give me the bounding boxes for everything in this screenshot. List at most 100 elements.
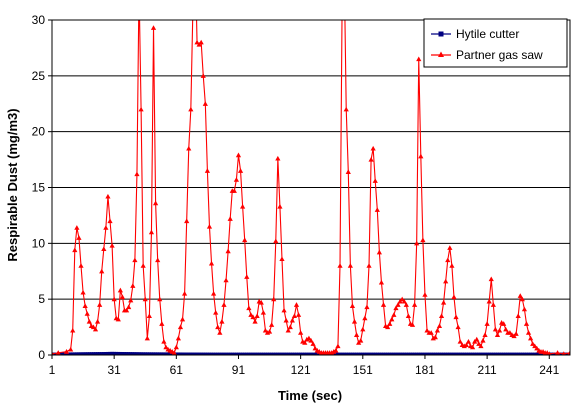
point-partner-161	[395, 302, 401, 307]
point-hytile-62	[178, 352, 183, 355]
point-hytile-224	[514, 352, 518, 355]
point-partner-87	[242, 237, 248, 243]
point-partner-101	[271, 296, 277, 302]
point-partner-138	[347, 263, 353, 268]
point-hytile-200	[464, 352, 469, 355]
point-hytile-127	[313, 352, 317, 355]
point-hytile-218	[501, 352, 506, 355]
point-hytile-119	[296, 352, 301, 355]
point-partner-73	[213, 309, 219, 315]
point-hytile-204	[472, 352, 477, 355]
point-hytile-192	[448, 352, 452, 355]
point-partner-121	[312, 345, 318, 351]
point-hytile-84	[224, 352, 228, 355]
point-hytile-129	[317, 352, 322, 355]
point-partner-166	[405, 313, 411, 318]
point-hytile-106	[269, 352, 274, 355]
point-partner-37	[138, 106, 144, 112]
point-partner-207	[490, 302, 496, 307]
point-partner-181	[436, 323, 443, 329]
point-hytile-154	[369, 352, 373, 355]
point-partner-188	[451, 294, 457, 300]
point-hytile-102	[261, 352, 266, 355]
point-hytile-5	[60, 352, 65, 355]
point-hytile-30	[112, 351, 116, 355]
point-hytile-13	[77, 352, 81, 355]
point-hytile-111	[280, 352, 284, 355]
point-partner-14	[90, 324, 97, 330]
point-hytile-161	[383, 352, 388, 355]
point-hytile-164	[390, 352, 394, 355]
point-hytile-120	[298, 352, 303, 355]
point-hytile-175	[412, 352, 417, 355]
point-hytile-86	[228, 352, 232, 355]
point-hytile-162	[385, 352, 390, 355]
point-hytile-53	[160, 352, 164, 355]
point-hytile-186	[435, 352, 440, 355]
point-partner-4	[70, 327, 76, 333]
point-partner-66	[198, 39, 204, 45]
point-hytile-233	[532, 352, 537, 355]
point-partner-10	[82, 303, 88, 308]
point-hytile-55	[164, 352, 168, 355]
point-hytile-11	[72, 352, 77, 355]
point-partner-82	[231, 188, 237, 193]
point-partner-226	[530, 341, 536, 346]
point-hytile-225	[516, 352, 520, 355]
point-hytile-112	[282, 352, 286, 355]
point-partner-49	[163, 344, 169, 350]
point-partner-195	[465, 339, 472, 344]
point-hytile-27	[106, 351, 110, 355]
point-partner-42	[148, 229, 155, 235]
point-hytile-68	[191, 352, 195, 355]
legend-label-hytile: Hytile cutter	[456, 27, 519, 41]
point-hytile-83	[222, 352, 226, 355]
y-tick-label-15: 15	[32, 181, 46, 195]
point-partner-95	[258, 299, 264, 305]
point-partner-179	[432, 334, 438, 340]
point-hytile-108	[273, 352, 278, 355]
point-partner-218	[513, 331, 519, 336]
point-partner-2	[63, 349, 70, 354]
point-hytile-126	[311, 352, 315, 355]
point-partner-236	[561, 351, 566, 355]
point-partner-54	[173, 344, 179, 350]
point-partner-69	[204, 168, 210, 173]
y-tick-label-25: 25	[32, 69, 46, 83]
point-partner-27	[117, 287, 123, 293]
point-hytile-63	[180, 352, 185, 355]
point-partner-103	[275, 155, 281, 161]
point-hytile-56	[166, 352, 170, 355]
point-partner-110	[289, 317, 295, 323]
point-hytile-163	[387, 352, 392, 355]
point-hytile-148	[356, 352, 361, 355]
point-partner-157	[387, 321, 393, 326]
point-hytile-80	[215, 352, 220, 355]
point-partner-113	[295, 312, 302, 317]
point-hytile-158	[377, 352, 382, 355]
point-partner-152	[376, 249, 382, 255]
point-hytile-79	[213, 352, 218, 355]
point-partner-234	[547, 351, 552, 355]
point-partner-6	[74, 225, 80, 230]
point-hytile-100	[257, 352, 261, 355]
point-partner-147	[366, 263, 372, 268]
point-hytile-19	[89, 352, 94, 355]
point-partner-23	[109, 242, 115, 248]
point-partner-219	[515, 313, 521, 318]
point-hytile-159	[379, 352, 384, 355]
point-partner-146	[364, 304, 370, 310]
x-tick-labels: 1 31 61 91 121 151 181 211 241	[49, 355, 560, 377]
point-hytile-48	[149, 352, 154, 355]
point-partner-151	[374, 207, 380, 212]
point-partner-165	[403, 302, 409, 307]
point-hytile-227	[520, 352, 525, 355]
point-hytile-174	[410, 352, 415, 355]
point-hytile-15	[81, 352, 85, 355]
point-hytile-12	[75, 352, 79, 355]
point-partner-53	[171, 350, 177, 355]
point-partner-64	[194, 39, 200, 45]
y-tick-label-0: 0	[38, 348, 45, 362]
point-partner-189	[453, 314, 459, 320]
